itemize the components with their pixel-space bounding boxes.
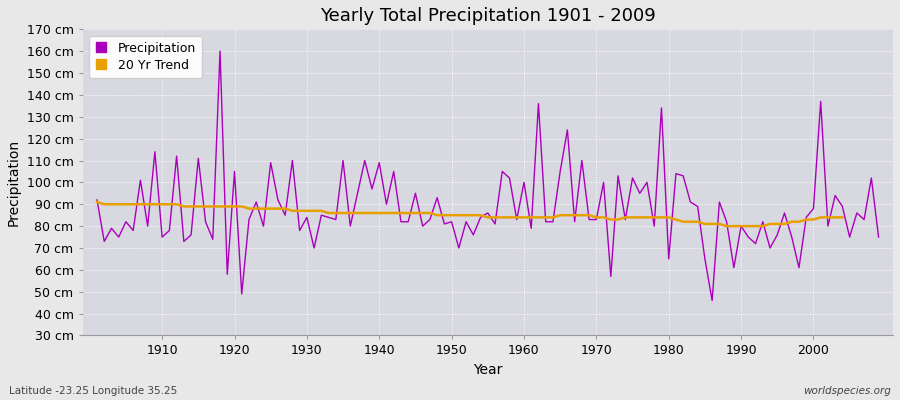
Precipitation (149, 149, 160, 154)
Precipitation (873, 235, 884, 240)
X-axis label: Year: Year (473, 363, 502, 377)
Precipitation (706, 298, 717, 303)
20 Yr Trend (92, 200, 103, 204)
Legend: Precipitation, 20 Yr Trend: Precipitation, 20 Yr Trend (89, 36, 202, 78)
20 Yr Trend (815, 215, 826, 220)
20 Yr Trend (280, 206, 291, 211)
20 Yr Trend (721, 224, 732, 228)
Precipitation (92, 198, 103, 202)
Precipitation (359, 158, 370, 163)
Precipitation (214, 49, 225, 54)
Precipitation (316, 213, 327, 218)
Line: 20 Yr Trend: 20 Yr Trend (97, 202, 842, 226)
20 Yr Trend (461, 213, 472, 218)
20 Yr Trend (837, 215, 848, 220)
Text: Latitude -23.25 Longitude 35.25: Latitude -23.25 Longitude 35.25 (9, 386, 177, 396)
Y-axis label: Precipitation: Precipitation (7, 139, 21, 226)
20 Yr Trend (309, 208, 320, 213)
20 Yr Trend (113, 202, 124, 207)
Precipitation (518, 180, 529, 185)
Line: Precipitation: Precipitation (97, 51, 878, 300)
Precipitation (526, 226, 536, 231)
20 Yr Trend (779, 222, 790, 226)
Text: worldspecies.org: worldspecies.org (803, 386, 891, 396)
Precipitation (613, 174, 624, 178)
Title: Yearly Total Precipitation 1901 - 2009: Yearly Total Precipitation 1901 - 2009 (320, 7, 656, 25)
